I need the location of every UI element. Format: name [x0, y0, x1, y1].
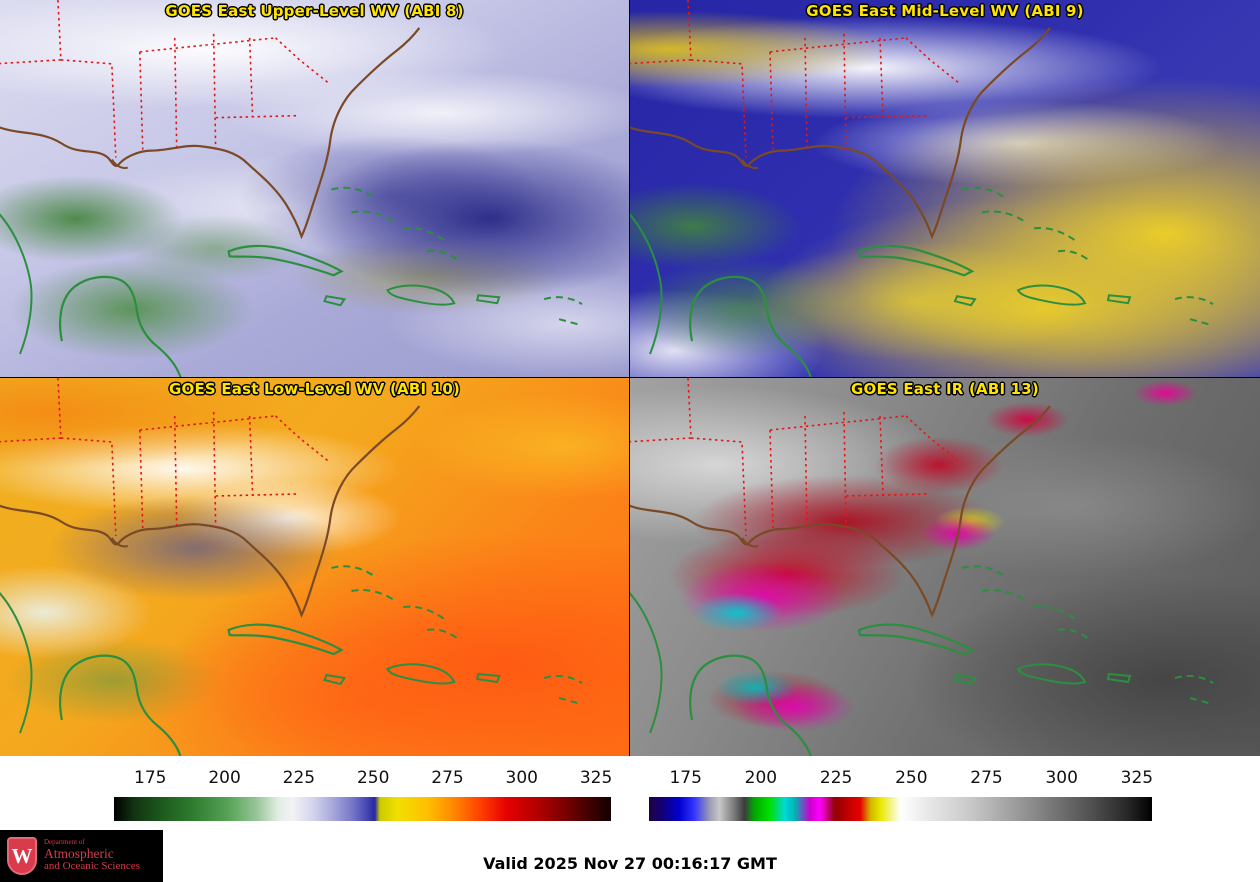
panel-ir: GOES East IR (ABI 13): [630, 378, 1260, 756]
geo-overlay-map: [0, 378, 584, 756]
tick-label: 200: [744, 768, 778, 788]
tick-label: 275: [431, 768, 464, 788]
tick-label: 175: [134, 768, 167, 788]
logo-line-2: Atmospheric: [44, 845, 114, 861]
wv-colorbar: 175 200 225 250 275 300 325: [114, 768, 613, 828]
logo-line-3: and Oceanic Sciences: [44, 860, 140, 873]
panel-low-level-wv: GOES East Low-Level WV (ABI 10): [0, 378, 630, 756]
tick-label: 325: [579, 768, 613, 788]
geo-overlay-map: [630, 0, 1215, 377]
ir-colorbar-gradient: [649, 797, 1152, 821]
logo-text: Department of Atmospheric and Oceanic Sc…: [44, 838, 140, 873]
panel-grid: GOES East Upper-Level WV (ABI 8) GOES Ea…: [0, 0, 1260, 756]
panel-title-abi13: GOES East IR (ABI 13): [850, 380, 1039, 398]
tick-label: 225: [282, 768, 316, 788]
footer-bar: 175 200 225 250 275 300 325 175 200 225 …: [0, 756, 1260, 882]
tick-label: 225: [819, 768, 853, 788]
tick-label: 325: [1120, 768, 1154, 788]
panel-title-abi8: GOES East Upper-Level WV (ABI 8): [165, 2, 464, 20]
wv-colorbar-ticks: 175 200 225 250 275 300 325: [114, 768, 613, 792]
ir-colorbar: 175 200 225 250 275 300 325: [649, 768, 1154, 828]
geo-overlay-map: [0, 0, 584, 377]
logo-line-1: Department of: [44, 838, 85, 846]
tick-label: 275: [970, 768, 1003, 788]
geo-overlay-map: [630, 378, 1215, 756]
crest-letter: W: [11, 843, 33, 868]
uw-crest-icon: W: [7, 837, 37, 875]
tick-label: 300: [1045, 768, 1078, 788]
valid-time-label: Valid 2025 Nov 27 00:16:17 GMT: [483, 854, 777, 873]
panel-mid-level-wv: GOES East Mid-Level WV (ABI 9): [630, 0, 1260, 378]
tick-label: 175: [669, 768, 702, 788]
tick-label: 250: [356, 768, 390, 788]
tick-label: 200: [208, 768, 241, 788]
panel-title-abi10: GOES East Low-Level WV (ABI 10): [168, 380, 461, 398]
uw-aos-logo: W Department of Atmospheric and Oceanic …: [0, 830, 163, 882]
wv-colorbar-gradient: [114, 797, 611, 821]
panel-title-abi9: GOES East Mid-Level WV (ABI 9): [806, 2, 1084, 20]
tick-label: 300: [505, 768, 539, 788]
ir-colorbar-ticks: 175 200 225 250 275 300 325: [649, 768, 1154, 792]
panel-upper-level-wv: GOES East Upper-Level WV (ABI 8): [0, 0, 630, 378]
tick-label: 250: [895, 768, 928, 788]
